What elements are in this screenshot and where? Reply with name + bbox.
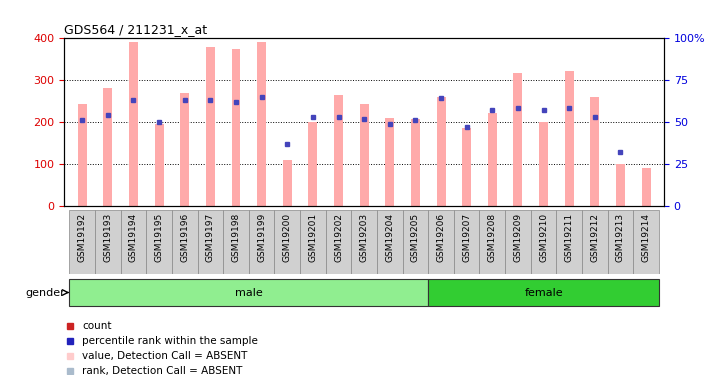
- Text: gender: gender: [25, 288, 65, 297]
- Text: GSM19198: GSM19198: [231, 213, 241, 262]
- Text: rank, Detection Call = ABSENT: rank, Detection Call = ABSENT: [82, 366, 243, 375]
- Text: GSM19204: GSM19204: [386, 213, 394, 262]
- Bar: [95, 210, 121, 274]
- Bar: [488, 112, 497, 206]
- Text: GSM19193: GSM19193: [104, 213, 112, 262]
- Bar: [300, 210, 326, 274]
- Bar: [180, 93, 189, 206]
- Text: GSM19211: GSM19211: [565, 213, 573, 262]
- Bar: [582, 210, 608, 274]
- Bar: [121, 210, 146, 274]
- Bar: [616, 164, 625, 206]
- Text: GSM19192: GSM19192: [78, 213, 86, 262]
- Bar: [505, 210, 531, 274]
- Text: GSM19200: GSM19200: [283, 213, 292, 262]
- Bar: [198, 210, 223, 274]
- Text: GSM19196: GSM19196: [180, 213, 189, 262]
- Text: GSM19210: GSM19210: [539, 213, 548, 262]
- Text: GSM19213: GSM19213: [616, 213, 625, 262]
- Bar: [283, 160, 292, 206]
- Bar: [223, 210, 248, 274]
- Bar: [480, 210, 505, 274]
- Text: GSM19201: GSM19201: [308, 213, 318, 262]
- Bar: [386, 118, 394, 206]
- Text: GSM19209: GSM19209: [513, 213, 523, 262]
- Bar: [78, 104, 86, 206]
- Bar: [155, 124, 164, 206]
- Bar: [454, 210, 480, 274]
- Bar: [351, 210, 377, 274]
- Text: GSM19199: GSM19199: [257, 213, 266, 262]
- Bar: [274, 210, 300, 274]
- Bar: [172, 210, 198, 274]
- Text: GSM19205: GSM19205: [411, 213, 420, 262]
- Bar: [69, 210, 95, 274]
- Text: GSM19197: GSM19197: [206, 213, 215, 262]
- Text: female: female: [524, 288, 563, 297]
- Bar: [360, 104, 368, 206]
- Bar: [334, 95, 343, 206]
- Bar: [231, 49, 241, 206]
- Bar: [608, 210, 633, 274]
- Bar: [428, 279, 659, 306]
- Text: GSM19203: GSM19203: [360, 213, 368, 262]
- Bar: [556, 210, 582, 274]
- Bar: [206, 47, 215, 206]
- Bar: [428, 210, 454, 274]
- Bar: [377, 210, 403, 274]
- Bar: [129, 42, 138, 206]
- Text: GSM19207: GSM19207: [462, 213, 471, 262]
- Text: GSM19202: GSM19202: [334, 213, 343, 262]
- Text: value, Detection Call = ABSENT: value, Detection Call = ABSENT: [82, 351, 248, 361]
- Bar: [642, 168, 650, 206]
- Bar: [308, 122, 317, 206]
- Bar: [69, 279, 428, 306]
- Text: GSM19206: GSM19206: [436, 213, 446, 262]
- Text: GSM19195: GSM19195: [155, 213, 164, 262]
- Bar: [565, 71, 573, 206]
- Text: GSM19214: GSM19214: [642, 213, 650, 262]
- Bar: [411, 118, 420, 206]
- Bar: [531, 210, 556, 274]
- Bar: [436, 98, 446, 206]
- Bar: [633, 210, 659, 274]
- Bar: [146, 210, 172, 274]
- Text: GSM19208: GSM19208: [488, 213, 497, 262]
- Bar: [590, 98, 599, 206]
- Text: GSM19212: GSM19212: [590, 213, 599, 262]
- Bar: [326, 210, 351, 274]
- Text: count: count: [82, 321, 112, 331]
- Bar: [513, 74, 523, 206]
- Text: percentile rank within the sample: percentile rank within the sample: [82, 336, 258, 346]
- Bar: [104, 88, 112, 206]
- Bar: [257, 42, 266, 206]
- Bar: [403, 210, 428, 274]
- Bar: [248, 210, 274, 274]
- Bar: [462, 128, 471, 206]
- Text: GDS564 / 211231_x_at: GDS564 / 211231_x_at: [64, 23, 207, 36]
- Text: male: male: [235, 288, 263, 297]
- Bar: [539, 122, 548, 206]
- Text: GSM19194: GSM19194: [129, 213, 138, 262]
